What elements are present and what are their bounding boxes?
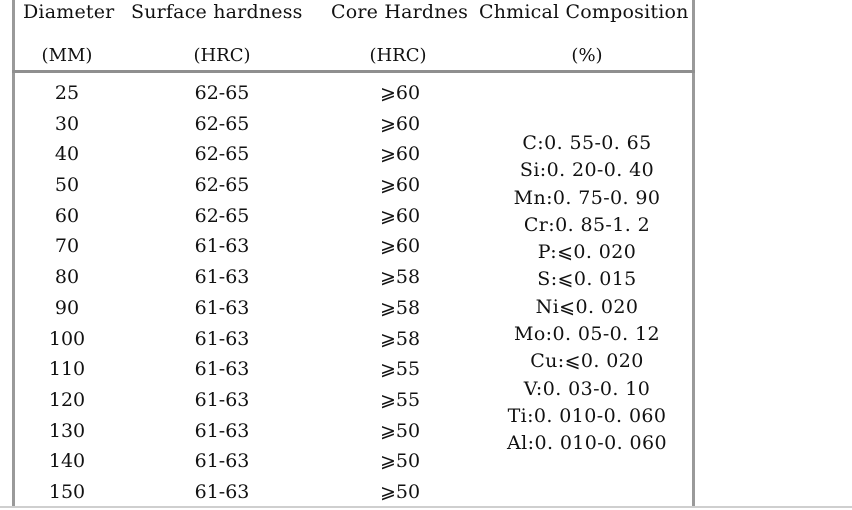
table-row: 130 61-63 ⩾50 (0, 418, 700, 449)
core-hardness-cell: ⩾60 (379, 82, 421, 104)
bottom-border (0, 506, 852, 508)
header-core-hardness: Core Hardnes (331, 1, 469, 23)
diameter-cell: 60 (54, 204, 80, 227)
table-row: 30 62-65 ⩾60 (0, 111, 700, 142)
unit-core-hardness: (HRC) (369, 45, 427, 66)
surface-hardness-cell: 61-63 (194, 266, 250, 289)
diameter-cell: 80 (54, 266, 80, 289)
table-frame (12, 0, 695, 506)
surface-hardness-cell: 61-63 (194, 450, 250, 473)
surface-hardness-cell: 61-63 (194, 235, 250, 258)
core-hardness-cell: ⩾60 (379, 235, 421, 258)
unit-surface-hardness: (HRC) (193, 45, 251, 66)
table-body: 25 62-65 ⩾60 30 62-65 ⩾60 40 62-65 ⩾60 50 62-65… (0, 80, 700, 510)
composition-line: P:⩽0. 020 (537, 241, 637, 264)
surface-hardness-cell: 62-65 (194, 82, 250, 104)
surface-hardness-cell: 62-65 (194, 204, 250, 227)
diameter-cell: 40 (54, 143, 80, 166)
table-row: 40 62-65 ⩾60 (0, 141, 700, 172)
core-hardness-cell: ⩾50 (379, 480, 421, 503)
surface-hardness-cell: 61-63 (194, 296, 250, 319)
table-row: 60 62-65 ⩾60 (0, 203, 700, 234)
table-row: 100 61-63 ⩾58 (0, 326, 700, 357)
core-hardness-cell: ⩾60 (379, 143, 421, 166)
surface-hardness-cell: 61-63 (194, 480, 250, 503)
composition-line: Ni⩽0. 020 (535, 295, 639, 318)
core-hardness-cell: ⩾60 (379, 204, 421, 227)
chemical-composition-cell: C:0. 55-0. 65 Si:0. 20-0. 40 Mn:0. 75-0.… (507, 130, 667, 458)
table-row: 140 61-63 ⩾50 (0, 448, 700, 479)
surface-hardness-cell: 61-63 (194, 419, 250, 442)
diameter-cell: 120 (48, 388, 86, 411)
table-row: 110 61-63 ⩾55 (0, 356, 700, 387)
table-row: 90 61-63 ⩾58 (0, 295, 700, 326)
composition-line: V:0. 03-0. 10 (523, 377, 651, 400)
table-row: 50 62-65 ⩾60 (0, 172, 700, 203)
composition-line: C:0. 55-0. 65 (522, 132, 652, 154)
core-hardness-cell: ⩾60 (379, 174, 421, 197)
core-hardness-cell: ⩾60 (379, 112, 421, 135)
core-hardness-cell: ⩾58 (379, 327, 421, 350)
surface-hardness-cell: 62-65 (194, 174, 250, 197)
header-diameter: Diameter (23, 1, 115, 23)
core-hardness-cell: ⩾50 (379, 419, 421, 442)
composition-line: Mn:0. 75-0. 90 (513, 186, 661, 209)
header-chemical-composition: Chmical Composition (479, 1, 689, 23)
unit-chemical-composition: (%) (571, 45, 603, 66)
surface-hardness-cell: 62-65 (194, 112, 250, 135)
diameter-cell: 25 (54, 82, 80, 104)
composition-line: Cr:0. 85-1. 2 (523, 213, 651, 236)
diameter-cell: 30 (54, 112, 80, 135)
diameter-cell: 130 (48, 419, 86, 442)
table-row: 70 61-63 ⩾60 (0, 233, 700, 264)
table-row: 25 62-65 ⩾60 (0, 80, 700, 111)
core-hardness-cell: ⩾58 (379, 266, 421, 289)
core-hardness-cell: ⩾50 (379, 450, 421, 473)
core-hardness-cell: ⩾55 (379, 358, 421, 381)
composition-line: Ti:0. 010-0. 060 (507, 404, 667, 427)
table-row: 120 61-63 ⩾55 (0, 387, 700, 418)
core-hardness-cell: ⩾55 (379, 388, 421, 411)
table-row: 150 61-63 ⩾50 (0, 479, 700, 510)
header-surface-hardness: Surface hardness (131, 1, 303, 23)
diameter-cell: 100 (48, 327, 86, 350)
unit-diameter: (MM) (41, 45, 93, 66)
composition-line: Al:0. 010-0. 060 (507, 432, 667, 455)
diameter-cell: 50 (54, 174, 80, 197)
header-divider (12, 70, 695, 73)
diameter-cell: 110 (48, 358, 86, 381)
core-hardness-cell: ⩾58 (379, 296, 421, 319)
diameter-cell: 90 (54, 296, 80, 319)
diameter-cell: 150 (48, 480, 86, 503)
diameter-cell: 70 (54, 235, 80, 258)
composition-line: Cu:⩽0. 020 (530, 350, 644, 373)
surface-hardness-cell: 61-63 (194, 358, 250, 381)
surface-hardness-cell: 61-63 (194, 388, 250, 411)
diameter-cell: 140 (48, 450, 86, 473)
table-row: 80 61-63 ⩾58 (0, 264, 700, 295)
composition-line: Si:0. 20-0. 40 (519, 159, 655, 182)
surface-hardness-cell: 61-63 (194, 327, 250, 350)
surface-hardness-cell: 62-65 (194, 143, 250, 166)
composition-line: S:⩽0. 015 (537, 268, 637, 291)
composition-line: Mo:0. 05-0. 12 (513, 323, 661, 346)
